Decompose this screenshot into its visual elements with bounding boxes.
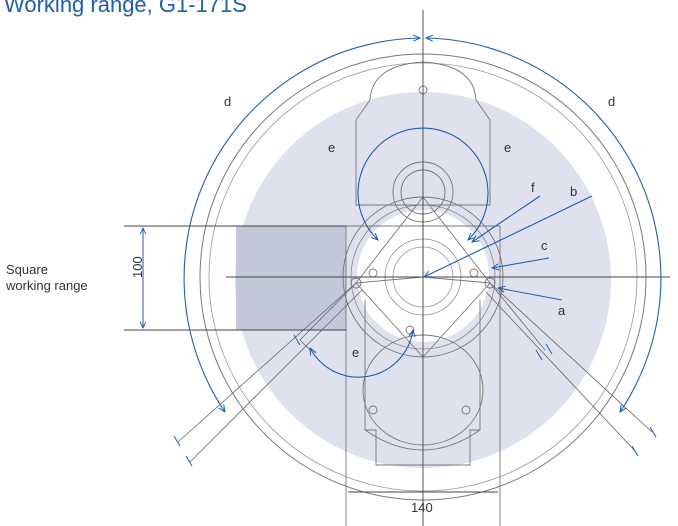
angle-arrows xyxy=(183,38,662,412)
label-e-bottom: e xyxy=(352,345,359,360)
label-f: f xyxy=(531,180,535,195)
dimension-140-label: 140 xyxy=(411,500,433,515)
label-d-right: d xyxy=(608,94,615,109)
side-label-line1: Square xyxy=(6,262,48,277)
label-d-left: d xyxy=(224,94,231,109)
square-working-range-label: Square working range xyxy=(6,262,88,294)
side-label-line2: working range xyxy=(6,278,88,293)
limit-ticks xyxy=(173,334,657,467)
label-a: a xyxy=(558,303,566,318)
diagram-title: Working range, G1-171S xyxy=(4,0,247,17)
label-e-right: e xyxy=(504,140,511,155)
label-c: c xyxy=(541,238,548,253)
label-b: b xyxy=(570,184,577,199)
square-working-range xyxy=(236,226,346,330)
dimension-100-label: 100 xyxy=(130,256,145,278)
label-e-left: e xyxy=(328,140,335,155)
